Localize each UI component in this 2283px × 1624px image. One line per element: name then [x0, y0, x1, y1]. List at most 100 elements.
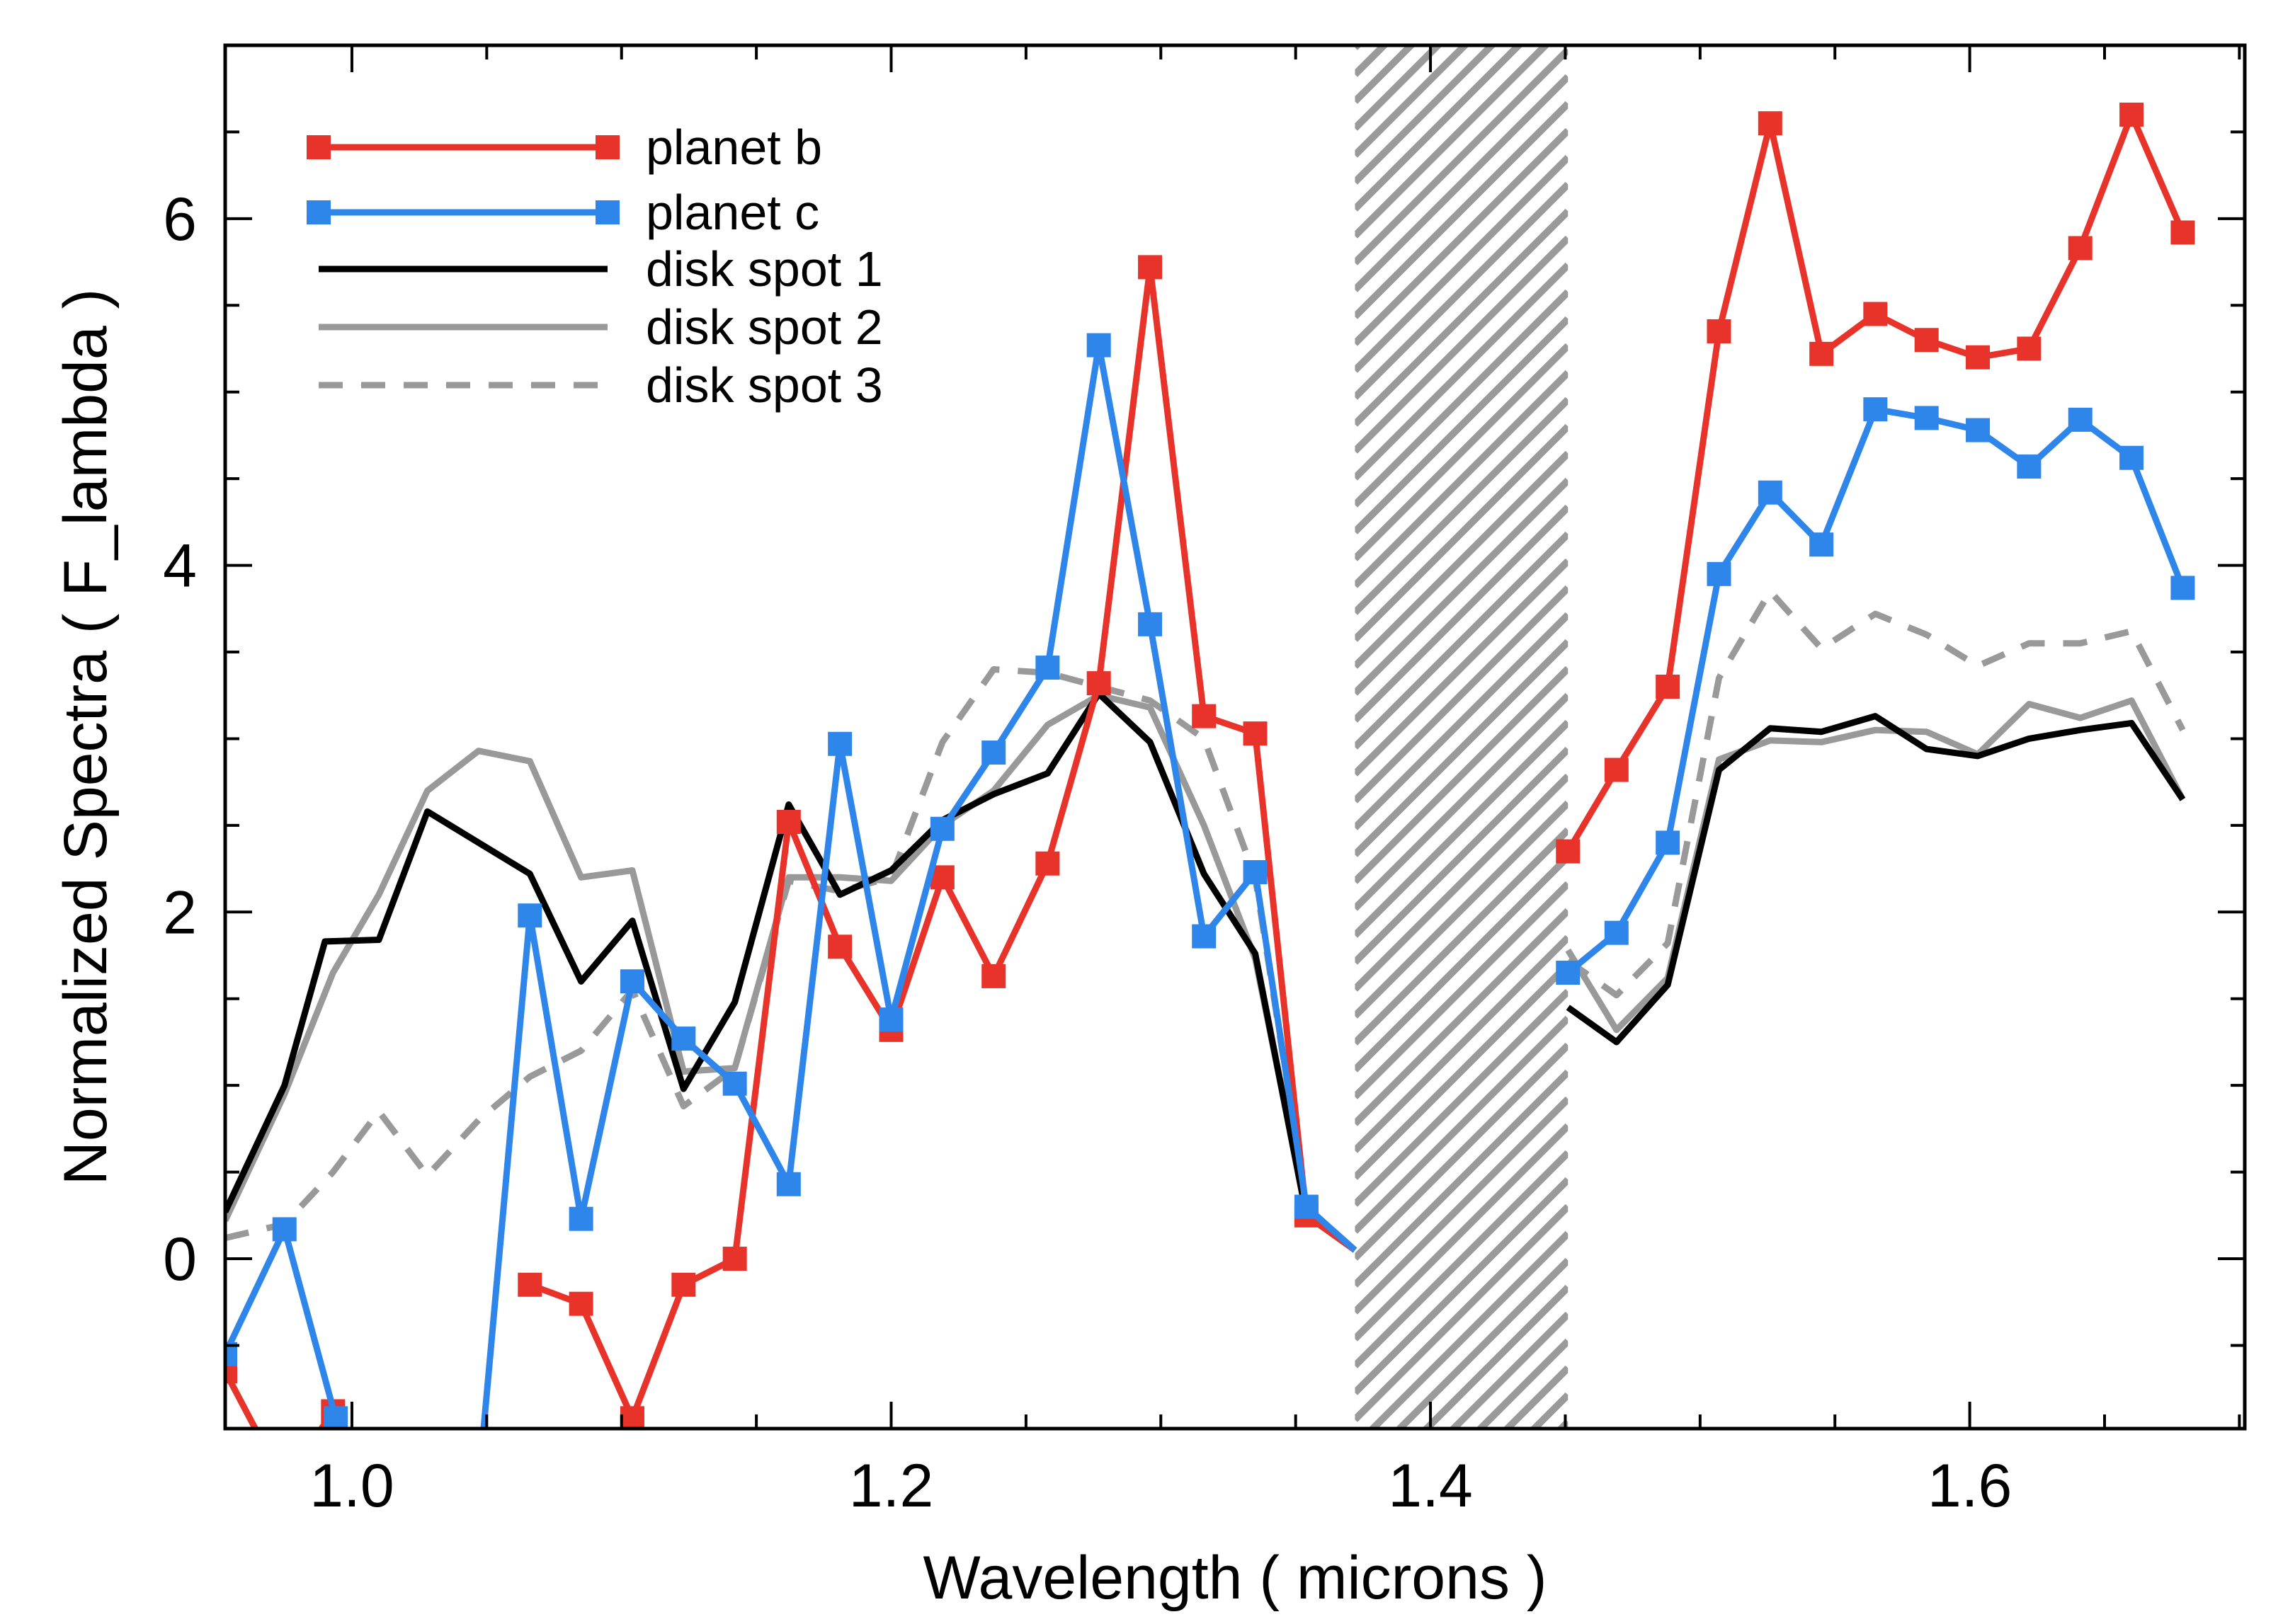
legend-entry-disk-spot-1: disk spot 1 — [319, 241, 883, 297]
hatch-line — [1355, 504, 1569, 723]
hatch-line — [1355, 45, 1551, 239]
hatch-line — [1355, 612, 1569, 830]
data-point-planet-b — [1556, 839, 1581, 864]
hatch-line — [1355, 127, 1569, 346]
data-point-planet-b — [518, 1272, 542, 1297]
hatch-line — [1394, 1257, 1569, 1429]
hatch-line — [1355, 289, 1569, 508]
hatch-line — [1355, 343, 1569, 561]
data-point-planet-b — [1604, 757, 1629, 782]
hatch-line — [1355, 1177, 1569, 1395]
hatch-line — [1355, 1096, 1569, 1315]
hatch-line — [1355, 854, 1569, 1073]
series-disk-spot-3 — [225, 588, 2186, 1253]
series-line-disk-spot-1 — [225, 690, 1357, 1253]
hatch-line — [1355, 531, 1569, 750]
data-point-planet-c — [671, 1027, 696, 1051]
data-point-planet-c — [776, 1172, 801, 1196]
series-line-planet-b — [1565, 111, 2186, 853]
data-point-planet-b — [1086, 671, 1111, 696]
data-point-planet-c — [2170, 576, 2195, 600]
data-point-planet-c — [1604, 920, 1629, 945]
data-point-planet-c — [1809, 532, 1834, 557]
hatch-line — [1355, 235, 1569, 454]
data-point-planet-c — [1294, 1194, 1319, 1219]
data-point-planet-c — [1035, 656, 1060, 680]
hatch-line — [1355, 74, 1569, 292]
data-point-planet-c — [828, 731, 853, 756]
data-point-planet-b — [1914, 328, 1939, 353]
hatch-line — [1355, 154, 1569, 373]
hatch-line — [1355, 181, 1569, 400]
data-point-planet-b — [2170, 220, 2195, 245]
data-point-planet-c — [1707, 561, 1731, 586]
data-point-planet-c — [1863, 397, 1888, 422]
hatch-line — [1355, 800, 1569, 1019]
axis-ticks — [225, 45, 2245, 1429]
data-point-planet-c — [2068, 407, 2093, 432]
x-tick-label: 1.2 — [849, 1452, 934, 1520]
legend-marker — [596, 135, 620, 159]
series-line-disk-spot-1 — [1566, 713, 2186, 1046]
series-line-planet-c — [225, 1225, 340, 1429]
hatch-line — [1355, 262, 1569, 481]
data-point-planet-b — [776, 809, 801, 834]
data-point-planet-c — [1914, 406, 1939, 430]
hatch-line — [1355, 45, 1524, 212]
data-point-planet-c — [569, 1206, 593, 1231]
x-axis-label: Wavelength ( microns ) — [923, 1544, 1547, 1612]
y-tick-label: 0 — [163, 1225, 197, 1293]
legend-label: disk spot 3 — [646, 358, 883, 413]
hatch-line — [1355, 639, 1569, 857]
legend-label: disk spot 1 — [646, 241, 883, 297]
data-point-planet-c — [518, 903, 542, 928]
data-point-planet-b — [1758, 111, 1782, 136]
hatch-line — [1355, 1150, 1569, 1368]
hatch-line — [1355, 827, 1569, 1046]
hatch-line — [1355, 692, 1569, 911]
data-point-planet-c — [1243, 859, 1268, 884]
legend-marker — [596, 200, 620, 224]
series-line-planet-b — [528, 263, 1357, 1422]
data-point-planet-b — [1243, 721, 1268, 746]
data-point-planet-c — [930, 816, 955, 841]
legend-entry-planet-b: planet b — [307, 120, 822, 175]
hatch-line — [1355, 45, 1470, 158]
data-point-planet-b — [569, 1291, 593, 1316]
hatch-line — [1355, 585, 1569, 804]
data-point-planet-c — [1192, 924, 1217, 949]
series-line-disk-spot-3 — [1566, 588, 2186, 999]
hatch-line — [1475, 1338, 1569, 1429]
data-point-planet-b — [1809, 341, 1834, 366]
x-tick-label: 1.4 — [1388, 1452, 1473, 1520]
data-point-planet-b — [1863, 302, 1888, 326]
legend-label: planet b — [646, 120, 822, 175]
legend-label: disk spot 2 — [646, 299, 883, 355]
hatch-line — [1355, 45, 1497, 185]
hatch-line — [1355, 1069, 1569, 1288]
hatch-line — [1355, 47, 1569, 265]
hatch-line — [1355, 0, 1568, 21]
data-point-planet-c — [225, 1342, 237, 1366]
data-point-planet-b — [2068, 236, 2093, 261]
data-point-planet-c — [272, 1217, 297, 1242]
data-point-planet-b — [981, 963, 1006, 988]
hatch-line — [1355, 988, 1569, 1207]
hatch-line — [1355, 450, 1569, 669]
data-point-planet-b — [2119, 102, 2144, 127]
legend: planet b planet c disk spot 1 disk spot … — [307, 120, 883, 413]
hatch-line — [1355, 881, 1569, 1099]
legend-marker — [307, 135, 331, 159]
series-line-planet-c — [480, 342, 1357, 1429]
y-tick-label: 4 — [163, 532, 197, 600]
y-axis-label: Normalized Spectra ( F_lambda ) — [52, 289, 120, 1186]
series-planet-c — [225, 333, 2195, 1429]
series-line-disk-spot-2 — [1565, 697, 2186, 1034]
hatch-line — [1355, 101, 1569, 319]
data-point-planet-b — [1192, 704, 1217, 728]
y-tick-labels: 0 2 4 6 — [163, 185, 197, 1293]
x-tick-label: 1.6 — [1928, 1452, 2012, 1520]
hatch-line — [1355, 746, 1569, 965]
hatch-line — [1355, 1015, 1569, 1234]
